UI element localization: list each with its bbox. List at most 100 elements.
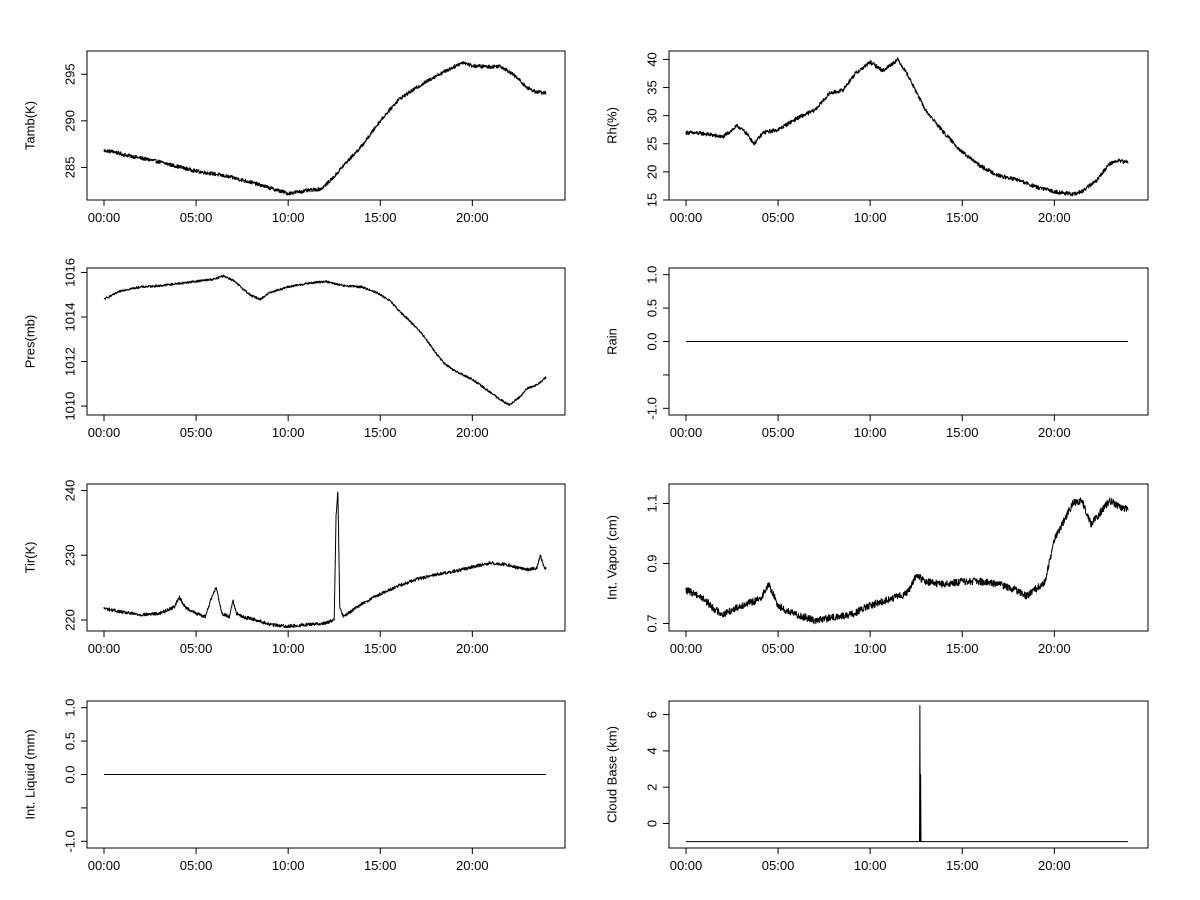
x-tick-label: 00:00 (670, 425, 703, 440)
x-axis: 00:00 05:00 10:00 15:00 20:00 (670, 415, 1071, 440)
x-tick-label: 10:00 (272, 425, 305, 440)
x-tick-label: 00:00 (88, 425, 121, 440)
y-tick-label: 0 (645, 820, 660, 827)
y-axis-label: Rain (605, 328, 620, 355)
panel-1: 00:00 05:00 10:00 15:00 20:00 285 290 295 Tamb(K… (23, 50, 566, 225)
x-tick-label: 20:00 (1038, 641, 1071, 656)
y-tick-label: 15 (645, 193, 660, 207)
y-tick-label: 2 (645, 784, 660, 791)
x-tick-label: 05:00 (762, 425, 795, 440)
y-tick-label: 35 (645, 80, 660, 94)
x-tick-label: 15:00 (364, 858, 397, 873)
x-tick-label: 15:00 (946, 210, 979, 225)
x-tick-label: 15:00 (364, 210, 397, 225)
y-tick-label: 40 (645, 52, 660, 66)
x-tick-label: 10:00 (272, 210, 305, 225)
series-line (103, 491, 547, 629)
panel-6: 00:00 05:00 10:00 15:00 20:00 0.7 0.9 1.1 Int. V… (605, 483, 1149, 656)
x-tick-label: 05:00 (180, 425, 213, 440)
x-axis: 00:00 05:00 10:00 15:00 20:00 (88, 200, 489, 225)
y-axis-label: Tir(K) (23, 541, 38, 573)
y-axis: -1.0 0.0 0.5 1.0 (63, 699, 87, 853)
y-tick-label: 0.0 (645, 332, 660, 350)
series-line (685, 57, 1129, 197)
series-line (103, 61, 547, 196)
y-tick-label: 30 (645, 108, 660, 122)
y-tick-label: 4 (645, 747, 660, 754)
x-axis: 00:00 05:00 10:00 15:00 20:00 (670, 631, 1071, 656)
x-tick-label: 10:00 (854, 858, 887, 873)
x-tick-label: 05:00 (762, 210, 795, 225)
y-tick-label: 1010 (63, 392, 78, 421)
plot-frame (668, 700, 1149, 849)
x-tick-label: 20:00 (1038, 858, 1071, 873)
x-tick-label: 05:00 (762, 641, 795, 656)
y-tick-label: 6 (645, 711, 660, 718)
y-tick-label: -1.0 (645, 397, 660, 419)
y-tick-label: -1.0 (63, 830, 78, 852)
x-tick-label: 00:00 (88, 210, 121, 225)
x-tick-label: 00:00 (670, 210, 703, 225)
panel-2: 00:00 05:00 10:00 15:00 20:00 15 20 25 30 35 40 Rh(… (605, 50, 1149, 225)
x-tick-label: 15:00 (364, 425, 397, 440)
x-tick-label: 20:00 (1038, 425, 1071, 440)
x-tick-label: 05:00 (762, 858, 795, 873)
x-tick-label: 00:00 (88, 641, 121, 656)
x-tick-label: 00:00 (88, 858, 121, 873)
y-tick-label: 0.5 (63, 732, 78, 750)
x-tick-label: 10:00 (854, 210, 887, 225)
x-tick-label: 20:00 (456, 425, 489, 440)
series-line (685, 497, 1129, 625)
plot-frame (86, 267, 566, 416)
y-tick-label: 1.0 (63, 699, 78, 717)
y-tick-label: 25 (645, 137, 660, 151)
x-tick-label: 20:00 (456, 858, 489, 873)
x-tick-label: 10:00 (272, 858, 305, 873)
y-axis-label: Rh(%) (605, 107, 620, 144)
series-line (103, 274, 547, 407)
y-axis: 0 2 4 6 (645, 711, 669, 827)
y-tick-label: 240 (63, 480, 78, 502)
y-tick-label: 1.0 (645, 266, 660, 284)
y-tick-label: 220 (63, 609, 78, 631)
y-tick-label: 1.1 (645, 494, 660, 512)
y-axis: 0.7 0.9 1.1 (645, 494, 669, 633)
y-axis: 15 20 25 30 35 40 (645, 52, 669, 207)
y-axis-label: Pres(mb) (23, 315, 38, 368)
series-line (686, 705, 1128, 843)
x-tick-label: 20:00 (456, 210, 489, 225)
y-axis: 220 230 240 (63, 480, 87, 631)
y-axis-label: Cloud Base (km) (605, 726, 620, 823)
x-tick-label: 20:00 (1038, 210, 1071, 225)
x-tick-label: 15:00 (364, 641, 397, 656)
x-axis: 00:00 05:00 10:00 15:00 20:00 (670, 200, 1071, 225)
panel-5: 00:00 05:00 10:00 15:00 20:00 220 230 240 Tir(K) (23, 480, 566, 656)
y-axis: 1010 1012 1014 1016 (63, 258, 87, 421)
y-axis-label: Int. Liquid (mm) (23, 729, 38, 819)
panel-4: 00:00 05:00 10:00 15:00 20:00 -1.0 0.0 0.5 1.0 Ra… (605, 266, 1149, 440)
x-tick-label: 05:00 (180, 858, 213, 873)
y-axis: 285 290 295 (63, 63, 87, 179)
x-tick-label: 05:00 (180, 210, 213, 225)
x-tick-label: 00:00 (670, 858, 703, 873)
panel-7: 00:00 05:00 10:00 15:00 20:00 -1.0 0.0 0.5 1.0 In… (23, 699, 566, 873)
y-axis-label: Tamb(K) (23, 101, 38, 150)
x-tick-label: 15:00 (946, 641, 979, 656)
x-tick-label: 10:00 (272, 641, 305, 656)
plot-frame (86, 483, 566, 632)
x-tick-label: 05:00 (180, 641, 213, 656)
y-tick-label: 230 (63, 544, 78, 566)
panel-3: 00:00 05:00 10:00 15:00 20:00101010121014101… (23, 258, 566, 440)
y-axis: -1.0 0.0 0.5 1.0 (645, 266, 669, 420)
x-tick-label: 15:00 (946, 858, 979, 873)
y-tick-label: 285 (63, 157, 78, 179)
y-tick-label: 20 (645, 165, 660, 179)
y-tick-label: 1014 (63, 303, 78, 332)
y-tick-label: 0.9 (645, 554, 660, 572)
x-tick-label: 20:00 (456, 641, 489, 656)
x-tick-label: 00:00 (670, 641, 703, 656)
plot-frame (668, 50, 1149, 201)
y-tick-label: 1012 (63, 347, 78, 376)
y-tick-label: 295 (63, 63, 78, 85)
